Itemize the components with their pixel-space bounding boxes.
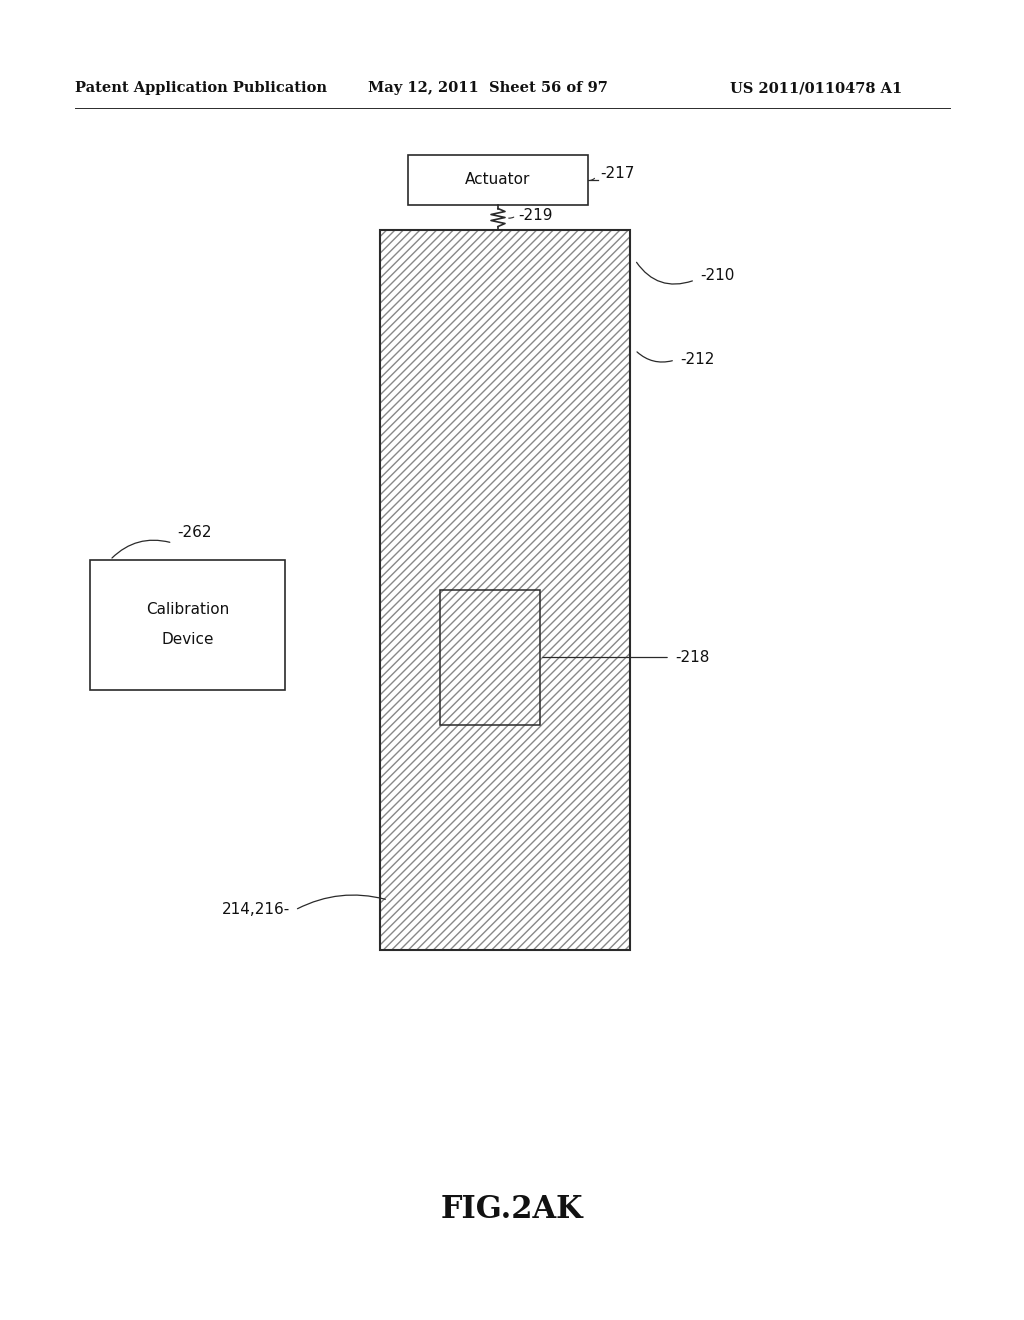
Text: -219: -219: [518, 209, 553, 223]
Text: Patent Application Publication: Patent Application Publication: [75, 81, 327, 95]
Text: -210: -210: [700, 268, 734, 282]
Text: -218: -218: [675, 649, 710, 665]
Bar: [380, 230, 630, 950]
Bar: [380, 230, 630, 950]
Text: -217: -217: [600, 166, 635, 181]
Text: Device: Device: [161, 632, 214, 648]
Text: -212: -212: [680, 352, 715, 367]
Text: US 2011/0110478 A1: US 2011/0110478 A1: [730, 81, 902, 95]
Text: May 12, 2011  Sheet 56 of 97: May 12, 2011 Sheet 56 of 97: [368, 81, 608, 95]
Bar: [380, 230, 630, 950]
Text: Actuator: Actuator: [465, 173, 530, 187]
Text: Calibration: Calibration: [145, 602, 229, 618]
Text: FIG.2AK: FIG.2AK: [440, 1195, 584, 1225]
Bar: [440, 590, 540, 725]
Text: -262: -262: [177, 525, 212, 540]
Bar: [90, 560, 285, 690]
Bar: [408, 154, 588, 205]
Text: 214,216-: 214,216-: [222, 903, 290, 917]
